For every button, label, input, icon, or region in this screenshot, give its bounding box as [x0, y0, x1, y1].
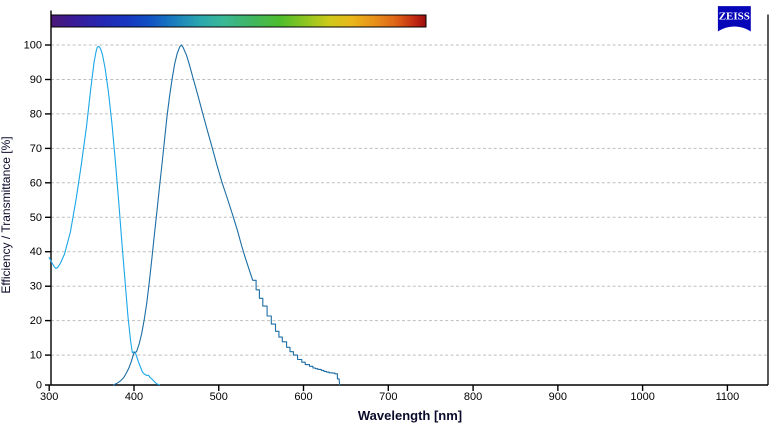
svg-text:40: 40: [30, 246, 42, 258]
svg-text:60: 60: [30, 177, 42, 189]
svg-text:400: 400: [125, 391, 143, 403]
svg-text:Efficiency / Transmittance [%]: Efficiency / Transmittance [%]: [0, 136, 13, 293]
svg-text:0: 0: [36, 380, 42, 392]
svg-text:70: 70: [30, 143, 42, 155]
svg-text:300: 300: [40, 391, 58, 403]
svg-text:30: 30: [30, 281, 42, 293]
svg-text:900: 900: [549, 391, 567, 403]
svg-text:600: 600: [294, 391, 312, 403]
svg-text:100: 100: [24, 40, 42, 52]
svg-text:10: 10: [30, 350, 42, 362]
svg-text:Wavelength [nm]: Wavelength [nm]: [358, 408, 462, 423]
svg-text:1100: 1100: [716, 391, 740, 403]
svg-text:80: 80: [30, 108, 42, 120]
svg-text:90: 90: [30, 74, 42, 86]
svg-text:800: 800: [464, 391, 482, 403]
svg-text:ZEISS: ZEISS: [719, 11, 750, 23]
svg-text:1000: 1000: [630, 391, 654, 403]
svg-text:500: 500: [210, 391, 228, 403]
svg-text:20: 20: [30, 315, 42, 327]
svg-text:50: 50: [30, 212, 42, 224]
svg-text:700: 700: [379, 391, 397, 403]
